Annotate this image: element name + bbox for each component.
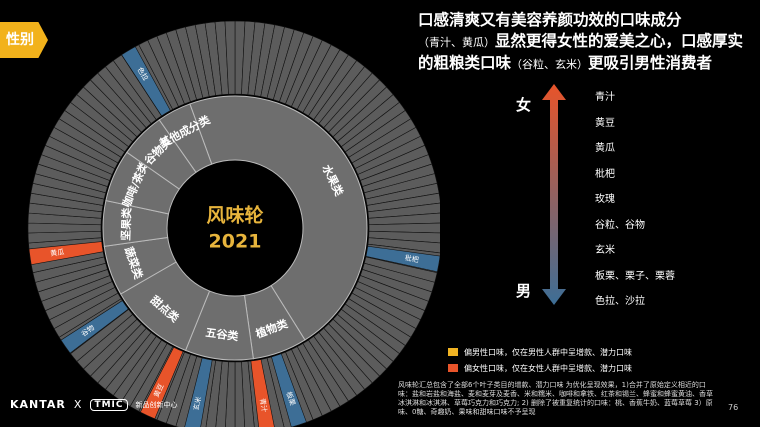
- highlight-label: 板栗: [285, 391, 298, 407]
- headline-part: 显然更得女性的爱美之心，口感厚实的粗粮类口味: [418, 32, 744, 72]
- highlight-segment: [271, 353, 307, 427]
- headline: 口感清爽又有美容养颜功效的口味成分 （青汁、黄瓜）显然更得女性的爱美之心，口感厚实…: [418, 10, 753, 75]
- legend-swatch: [448, 364, 458, 372]
- scale-item: 色拉、沙拉: [595, 296, 645, 307]
- tmic-logo: TMIC: [90, 398, 128, 411]
- section-tag: 性别: [0, 22, 48, 58]
- legend-swatch: [448, 348, 458, 356]
- headline-part: （谷粒、玄米）: [511, 58, 589, 71]
- scale-item: 黄豆: [595, 117, 615, 129]
- highlight-segment: [28, 241, 104, 266]
- center-year: 2021: [209, 231, 262, 253]
- leaf-segment: [224, 20, 236, 95]
- scale-item: 枇杷: [595, 168, 615, 180]
- legend-row: 偏女性口味，仅在女性人群中呈增款、潜力口味: [448, 360, 632, 376]
- scale-item: 谷粒、谷物: [595, 219, 645, 231]
- scale-item: 板栗、栗子、栗蓉: [595, 270, 675, 282]
- highlight-segment: [365, 245, 440, 273]
- tmic-sub: 新品创新中心: [135, 400, 178, 409]
- highlight-label: 玄米: [191, 396, 203, 412]
- center-title: 风味轮: [206, 204, 263, 227]
- brand-x: X: [73, 398, 83, 411]
- highlight-segment: [139, 346, 184, 420]
- category-label: 五谷类: [205, 325, 240, 343]
- highlight-segment: [121, 46, 171, 117]
- legend-label: 偏女性口味，仅在女性人群中呈增款、潜力口味: [464, 363, 632, 373]
- legend: 偏男性口味，仅在男性人群中呈增款、潜力口味 偏女性口味，仅在女性人群中呈增款、潜力…: [448, 344, 632, 376]
- flavor-wheel: 水果类植物类五谷类甜点类蔬菜类坚果类咖啡/茶类谷物类其他成分类枇杷板栗青汁玄米黄…: [27, 20, 440, 427]
- headline-part: （青汁、黄瓜）: [418, 36, 495, 49]
- scale-item: 青汁: [595, 92, 615, 103]
- highlight-segment: [60, 300, 129, 354]
- female-label: 女: [516, 96, 532, 114]
- highlight-segment: [184, 357, 213, 427]
- category-label: 坚果类: [118, 206, 133, 240]
- footnote: 风味轮汇总包含了全部6个叶子类目的增款、潜力口味 为优化呈现效果，1)合并了原始…: [398, 381, 713, 416]
- kantar-logo: KANTAR: [10, 398, 66, 411]
- highlight-segment: [250, 359, 275, 427]
- headline-part: 口感清爽又有美容养颜功效的口味成分: [418, 11, 682, 29]
- category-segment: [158, 103, 213, 173]
- scale-item: 黄瓜: [595, 143, 615, 154]
- headline-part: 更吸引男性消费者: [588, 54, 713, 72]
- legend-row: 偏男性口味，仅在男性人群中呈增款、潜力口味: [448, 344, 632, 360]
- scale-item: 玫瑰: [595, 194, 615, 205]
- highlight-label: 枇杷: [404, 253, 419, 264]
- highlight-label: 青汁: [258, 398, 269, 413]
- category-segment: [189, 95, 368, 341]
- male-label: 男: [516, 282, 532, 300]
- center-disc: [169, 162, 301, 294]
- gradient-arrow: [542, 84, 566, 305]
- legend-label: 偏男性口味，仅在男性人群中呈增款、潜力口味: [464, 347, 632, 357]
- scale-item: 玄米: [595, 245, 615, 256]
- highlight-label: 黄瓜: [50, 247, 65, 258]
- brand: KANTAR X TMIC 新品创新中心: [10, 398, 178, 411]
- page-number: 76: [728, 403, 739, 412]
- gender-scale: 女 男 青汁黄豆黄瓜枇杷玫瑰谷粒、谷物玄米板栗、栗子、栗蓉 色拉、沙拉: [510, 82, 750, 307]
